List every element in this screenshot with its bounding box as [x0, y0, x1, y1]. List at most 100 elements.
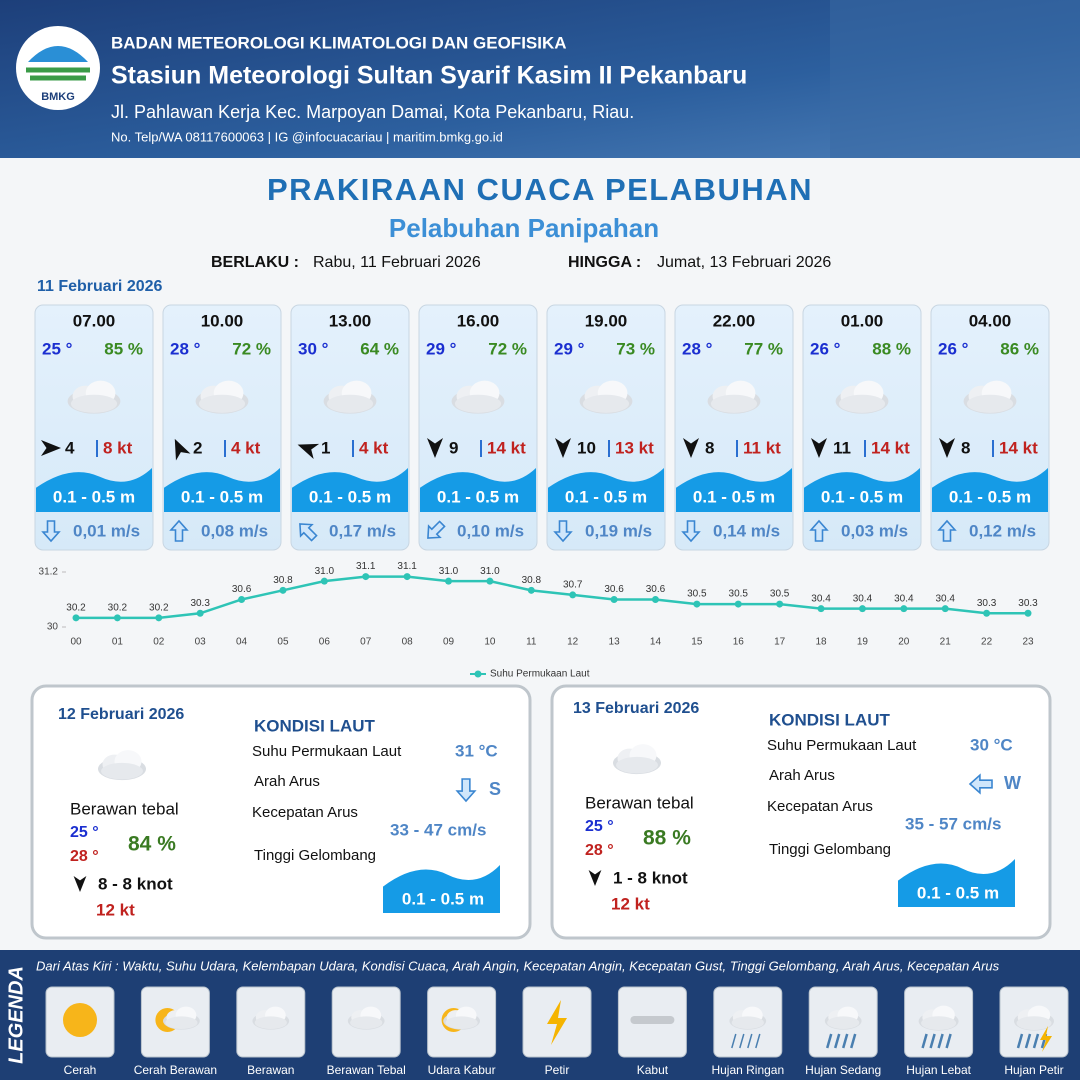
wave — [932, 468, 1048, 512]
value-label: 31.1 — [397, 561, 417, 572]
x-tick-label: 04 — [236, 637, 248, 648]
point — [983, 609, 991, 617]
sea-heading: KONDISI LAUT — [254, 716, 376, 735]
x-tick-label: 19 — [857, 637, 869, 648]
x-tick-label: 14 — [650, 637, 662, 648]
condition: Berawan tebal — [585, 793, 694, 812]
line — [76, 575, 1028, 620]
wave — [898, 859, 1015, 907]
wind-speed: 4 — [65, 438, 75, 457]
point — [362, 573, 370, 581]
value-label: 30.2 — [149, 602, 169, 613]
legend-item: Kabut — [637, 1063, 669, 1077]
x-tick-label: 08 — [402, 637, 414, 648]
label: Arah Arus — [254, 773, 320, 790]
humidity: 64 % — [360, 339, 399, 358]
contact: No. Telp/WA 08117600063 | IG @infocuacar… — [111, 129, 503, 144]
current-arrow — [553, 520, 573, 543]
header-port-image — [830, 0, 1080, 158]
subtitle: Pelabuhan Panipahan — [389, 213, 659, 243]
rain — [929, 1033, 936, 1049]
value-label: 30.2 — [66, 602, 86, 613]
current-speed: 0,14 m/s — [713, 521, 780, 540]
current-dir: S — [489, 779, 501, 799]
wind-arrow — [555, 438, 571, 458]
rain — [945, 1033, 952, 1049]
wave-height: 0.1 - 0.5 m — [917, 883, 999, 902]
gust: 8 kt — [103, 438, 133, 457]
value-label: 30.3 — [1018, 598, 1038, 609]
wave-height: 0.1 - 0.5 m — [181, 487, 263, 506]
rain — [849, 1033, 857, 1049]
x-tick-label: 13 — [609, 637, 621, 648]
point — [941, 605, 949, 613]
gust: 12 kt — [611, 894, 650, 913]
lightning — [547, 1000, 567, 1045]
legend-title: LEGENDA — [5, 966, 27, 1064]
humidity: 88 % — [643, 827, 691, 850]
value-label: 30.2 — [108, 602, 128, 613]
point — [693, 600, 701, 608]
value-label: 30.4 — [894, 593, 914, 604]
date: 13 Februari 2026 — [573, 700, 699, 717]
point — [527, 586, 535, 594]
x-tick-label: 09 — [443, 637, 455, 648]
point — [113, 614, 121, 622]
valid-from-label: BERLAKU : — [211, 254, 299, 271]
legend-marker — [474, 670, 482, 678]
legend-item: Hujan Lebat — [906, 1063, 971, 1077]
temperature: 28 ° — [170, 339, 201, 358]
current-arrow — [41, 520, 61, 543]
temperature: 30 ° — [298, 339, 329, 358]
wind-speed: 9 — [449, 438, 458, 457]
temperature: 26 ° — [938, 339, 969, 358]
wind: 1 - 8 knot — [613, 868, 688, 887]
rain — [921, 1033, 928, 1049]
humidity: 77 % — [744, 339, 783, 358]
wave — [36, 468, 152, 512]
legend-item: Berawan — [247, 1063, 294, 1077]
valid-to: Jumat, 13 Februari 2026 — [657, 254, 831, 271]
legend-label: Suhu Permukaan Laut — [490, 669, 590, 680]
wave — [676, 468, 792, 512]
temp-max: 28 ° — [585, 842, 614, 859]
time: 13.00 — [329, 311, 372, 330]
wave — [292, 468, 408, 512]
gust: 4 kt — [231, 438, 261, 457]
label: Arah Arus — [769, 767, 835, 784]
point — [858, 605, 866, 613]
wave-height: 0.1 - 0.5 m — [565, 487, 647, 506]
rain — [739, 1033, 745, 1049]
wind-arrow — [588, 870, 602, 886]
value-label: 30.7 — [563, 580, 583, 591]
wave — [804, 468, 920, 512]
current-speed: 0,10 m/s — [457, 521, 524, 540]
wave — [548, 468, 664, 512]
point — [651, 596, 659, 603]
legend-item: Hujan Ringan — [711, 1063, 784, 1077]
gust: 11 kt — [743, 438, 781, 457]
value-label: 30.4 — [853, 593, 873, 604]
x-tick-label: 10 — [484, 637, 496, 648]
wave-height: 0.1 - 0.5 m — [53, 487, 135, 506]
value-label: 30.4 — [811, 593, 831, 604]
point — [569, 591, 577, 599]
x-tick-label: 22 — [981, 637, 993, 648]
x-tick-label: 00 — [70, 637, 82, 648]
wind-speed: 8 — [705, 438, 714, 457]
gust: 4 kt — [359, 438, 389, 457]
temp-min: 25 ° — [70, 824, 99, 841]
logo-arc — [28, 46, 88, 62]
fog — [630, 1016, 675, 1024]
gust: 14 kt — [487, 438, 526, 457]
point — [72, 614, 80, 622]
wave — [420, 468, 536, 512]
wave-height: 0.1 - 0.5 m — [402, 889, 484, 908]
rain — [1024, 1033, 1032, 1049]
condition: Berawan tebal — [70, 799, 179, 818]
humidity: 86 % — [1000, 339, 1039, 358]
label: Tinggi Gelombang — [769, 841, 891, 858]
sst: 31 °C — [455, 741, 498, 760]
